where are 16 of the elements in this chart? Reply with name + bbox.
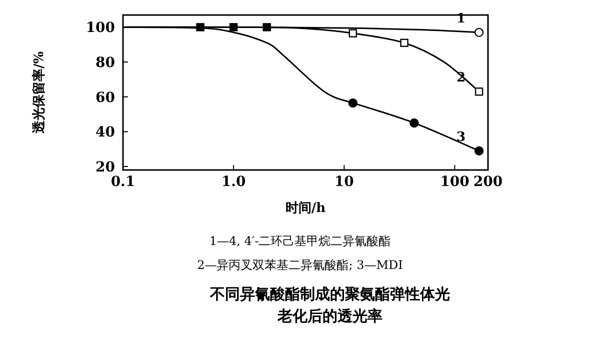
y-tick-label: 40 [96,124,116,141]
x-tick-label: 0.1 [110,174,136,190]
y-tick-label: 100 [86,20,116,36]
y-tick-label: 80 [96,55,116,72]
y-axis-title: 透光保留率/% [31,50,47,135]
text: 不同异氰酸酯制成的聚氨酯弹性体光老化后的透光率 [209,285,450,325]
text: 1—4, 4′-二环己基甲烷二异氰酸酯 [209,234,391,248]
text: 2—异丙叉双苯基二异氰酸酯; 3—MDI [197,258,404,272]
x-axis-title: 时间/h [285,201,326,216]
x-tick-label: 1.0 [221,174,246,190]
x-tick-label: 200 [473,174,503,190]
x-tick-label: 10 [334,174,354,190]
x-tick-label: 100 [440,174,470,190]
series-label: 3 [456,130,466,145]
y-tick-label: 60 [96,90,116,106]
y-tick-label: 20 [96,160,116,176]
